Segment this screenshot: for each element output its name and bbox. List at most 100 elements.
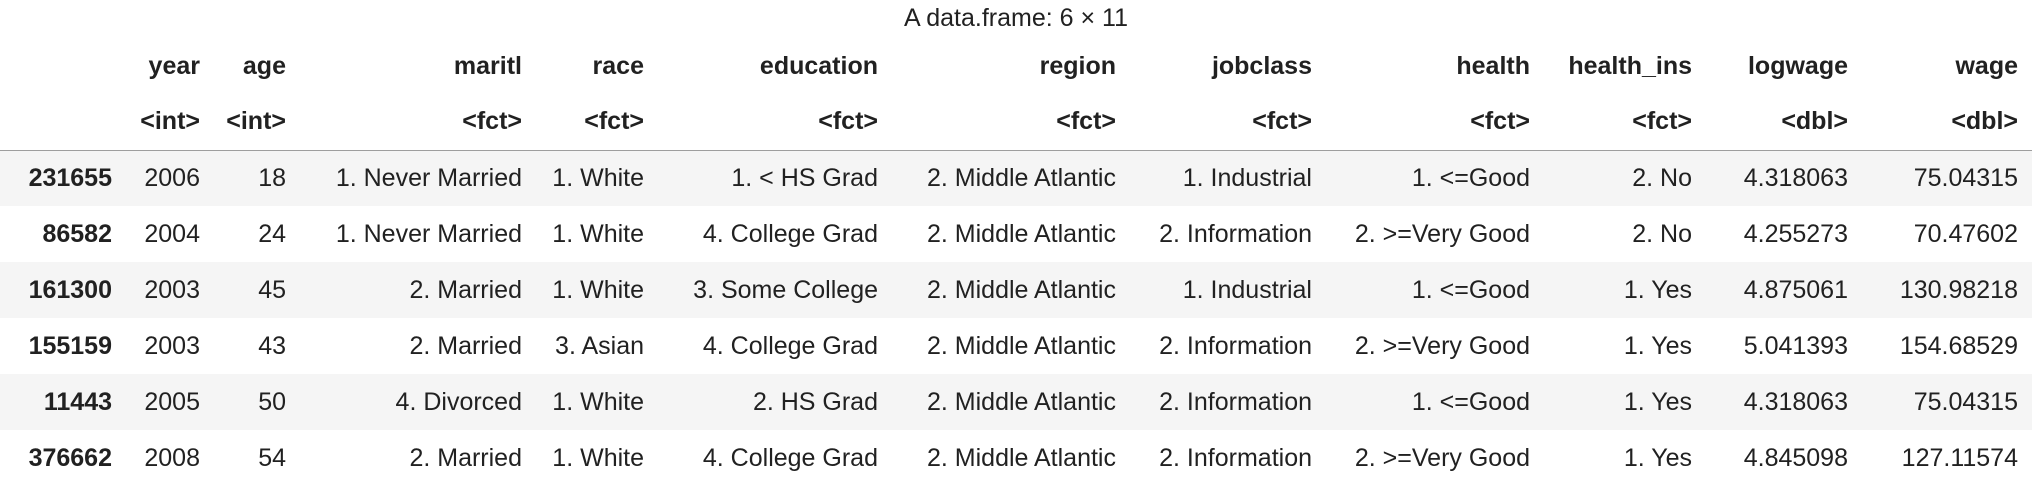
table-cell: 1. Yes xyxy=(1544,318,1706,374)
table-cell: 2. >=Very Good xyxy=(1326,206,1544,262)
table-cell: 2. Middle Atlantic xyxy=(892,374,1130,430)
table-cell: 1. Yes xyxy=(1544,262,1706,318)
column-type: <fct> xyxy=(536,94,658,151)
column-type: <fct> xyxy=(1130,94,1326,151)
column-header: year xyxy=(148,51,200,80)
table-cell: 2. Information xyxy=(1130,430,1326,486)
column-header: age xyxy=(242,51,286,80)
table-cell: 2. Middle Atlantic xyxy=(892,206,1130,262)
data-frame-table: year age maritl race education region jo… xyxy=(0,38,2032,486)
table-cell: 2. Middle Atlantic xyxy=(892,150,1130,206)
table-cell: 2. >=Very Good xyxy=(1326,430,1544,486)
table-cell: 1. Industrial xyxy=(1130,262,1326,318)
row-index: 155159 xyxy=(0,318,126,374)
column-header: education xyxy=(759,51,878,80)
table-cell: 1. Industrial xyxy=(1130,150,1326,206)
table-cell: 1. Yes xyxy=(1544,374,1706,430)
table-caption: A data.frame: 6 × 11 xyxy=(904,4,1128,32)
column-type: <int> xyxy=(214,94,300,151)
table-cell: 75.04315 xyxy=(1862,374,2032,430)
table-cell: 54 xyxy=(214,430,300,486)
table-cell: 45 xyxy=(214,262,300,318)
table-row: 155159 2003 43 2. Married 3. Asian 4. Co… xyxy=(0,318,2032,374)
table-cell: 1. Never Married xyxy=(300,150,536,206)
table-cell: 2003 xyxy=(126,318,214,374)
column-type: <fct> xyxy=(300,94,536,151)
table-cell: 4.255273 xyxy=(1706,206,1862,262)
table-cell: 2. Middle Atlantic xyxy=(892,262,1130,318)
table-cell: 24 xyxy=(214,206,300,262)
table-row: 231655 2006 18 1. Never Married 1. White… xyxy=(0,150,2032,206)
table-cell: 1. White xyxy=(536,430,658,486)
table-cell: 18 xyxy=(214,150,300,206)
table-cell: 4.318063 xyxy=(1706,150,1862,206)
table-cell: 2006 xyxy=(126,150,214,206)
table-cell: 2008 xyxy=(126,430,214,486)
table-cell: 3. Asian xyxy=(536,318,658,374)
table-cell: 2. Married xyxy=(300,318,536,374)
table-cell: 2. Middle Atlantic xyxy=(892,430,1130,486)
column-type-row: <int> <int> <fct> <fct> <fct> <fct> <fct… xyxy=(0,94,2032,151)
table-row: 86582 2004 24 1. Never Married 1. White … xyxy=(0,206,2032,262)
table-cell: 50 xyxy=(214,374,300,430)
table-cell: 2004 xyxy=(126,206,214,262)
column-type: <dbl> xyxy=(1706,94,1862,151)
table-cell: 1. White xyxy=(536,262,658,318)
row-index: 231655 xyxy=(0,150,126,206)
table-body: 231655 2006 18 1. Never Married 1. White… xyxy=(0,150,2032,486)
table-cell: 130.98218 xyxy=(1862,262,2032,318)
column-type: <fct> xyxy=(658,94,892,151)
row-index: 376662 xyxy=(0,430,126,486)
row-index: 86582 xyxy=(0,206,126,262)
column-type: <fct> xyxy=(892,94,1130,151)
column-type: <dbl> xyxy=(1862,94,2032,151)
table-cell: 1. <=Good xyxy=(1326,374,1544,430)
table-cell: 1. White xyxy=(536,374,658,430)
column-header: health xyxy=(1456,51,1530,80)
table-cell: 4.318063 xyxy=(1706,374,1862,430)
table-cell: 2003 xyxy=(126,262,214,318)
table-cell: 2005 xyxy=(126,374,214,430)
table-cell: 127.11574 xyxy=(1862,430,2032,486)
column-header: health_ins xyxy=(1568,51,1692,80)
table-cell: 4. Divorced xyxy=(300,374,536,430)
table-cell: 2. Information xyxy=(1130,374,1326,430)
table-cell: 2. Married xyxy=(300,430,536,486)
table-cell: 5.041393 xyxy=(1706,318,1862,374)
column-header: logwage xyxy=(1747,51,1848,80)
column-type: <fct> xyxy=(1326,94,1544,151)
row-index: 161300 xyxy=(0,262,126,318)
table-cell: 70.47602 xyxy=(1862,206,2032,262)
table-cell: 1. Yes xyxy=(1544,430,1706,486)
column-header: race xyxy=(592,51,644,80)
table-cell: 154.68529 xyxy=(1862,318,2032,374)
table-cell: 4. College Grad xyxy=(658,430,892,486)
table-cell: 1. <=Good xyxy=(1326,262,1544,318)
column-header: jobclass xyxy=(1211,51,1312,80)
row-index: 11443 xyxy=(0,374,126,430)
table-cell: 2. No xyxy=(1544,206,1706,262)
column-header: maritl xyxy=(453,51,522,80)
column-header: region xyxy=(1039,51,1116,80)
table-cell: 2. No xyxy=(1544,150,1706,206)
table-cell: 1. White xyxy=(536,150,658,206)
index-type-header xyxy=(0,94,126,151)
table-cell: 2. Information xyxy=(1130,206,1326,262)
table-cell: 75.04315 xyxy=(1862,150,2032,206)
table-cell: 1. < HS Grad xyxy=(658,150,892,206)
table-cell: 1. White xyxy=(536,206,658,262)
table-cell: 1. Never Married xyxy=(300,206,536,262)
column-type: <fct> xyxy=(1544,94,1706,151)
table-row: 11443 2005 50 4. Divorced 1. White 2. HS… xyxy=(0,374,2032,430)
table-row: 161300 2003 45 2. Married 1. White 3. So… xyxy=(0,262,2032,318)
table-cell: 2. >=Very Good xyxy=(1326,318,1544,374)
table-cell: 4. College Grad xyxy=(658,206,892,262)
table-cell: 2. Married xyxy=(300,262,536,318)
table-cell: 1. <=Good xyxy=(1326,150,1544,206)
index-header xyxy=(0,38,126,94)
table-cell: 2. Middle Atlantic xyxy=(892,318,1130,374)
table-cell: 4.875061 xyxy=(1706,262,1862,318)
column-header-row: year age maritl race education region jo… xyxy=(0,38,2032,94)
table-cell: 4. College Grad xyxy=(658,318,892,374)
column-header: wage xyxy=(1955,51,2018,80)
